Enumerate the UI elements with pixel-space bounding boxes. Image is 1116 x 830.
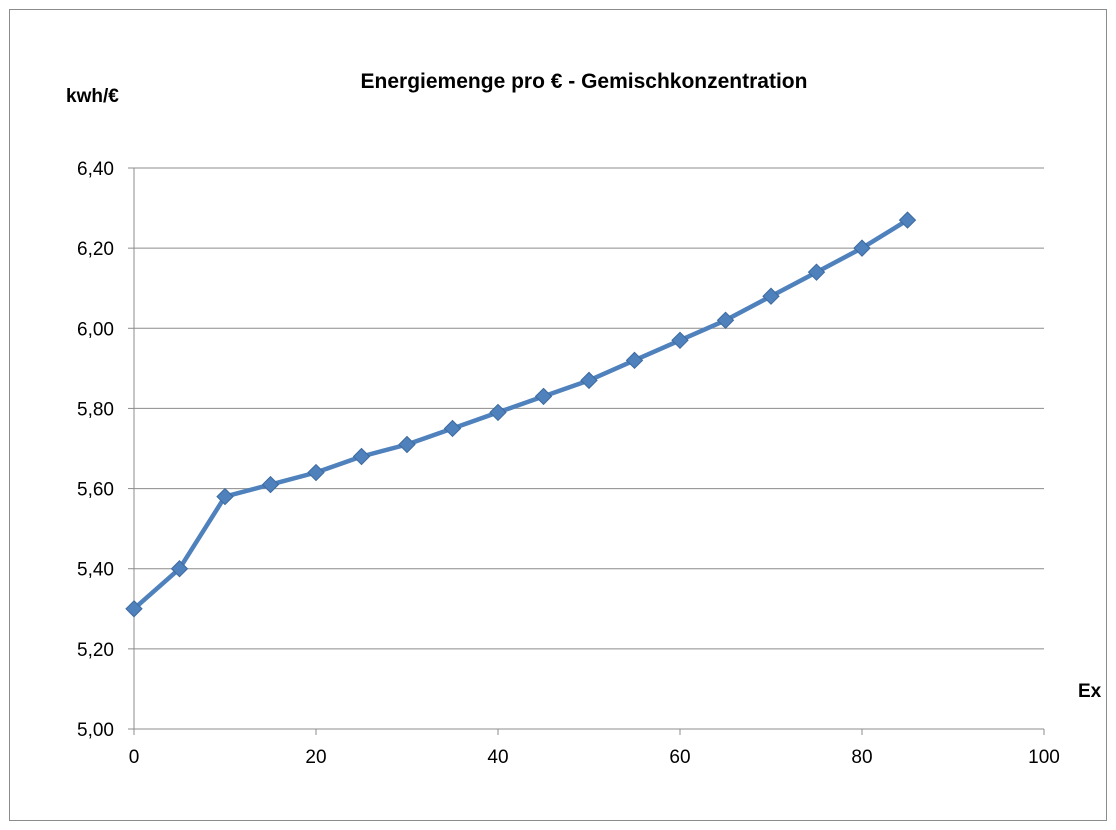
x-tick-label: 0	[129, 747, 140, 768]
data-point-marker	[534, 387, 553, 406]
chart-title: Energiemenge pro € - Gemischkonzentratio…	[361, 70, 808, 93]
tick-labels: 5,00 5,20 5,40 5,60 5,80 6,00 6,20 6,40 0 20 40 60 8…	[77, 159, 1060, 768]
data-point-marker	[216, 487, 234, 506]
data-point-marker	[716, 311, 735, 329]
data-point-marker	[671, 331, 689, 350]
x-tick-label: 20	[305, 747, 326, 768]
y-tick-label: 6,00	[77, 319, 114, 340]
data-point-marker	[807, 263, 826, 281]
axes	[128, 167, 1045, 735]
y-tick-label: 5,40	[77, 560, 114, 581]
x-tick-label: 60	[669, 747, 690, 768]
data-point-marker	[853, 239, 871, 257]
data-point-marker	[261, 475, 280, 494]
y-tick-label: 5,80	[77, 399, 114, 420]
data-point-marker	[170, 560, 189, 578]
data-point-marker	[625, 351, 644, 370]
data-point-marker	[580, 371, 598, 390]
data-point-marker	[443, 419, 462, 438]
data-point-marker	[398, 435, 416, 454]
y-tick-label: 5,20	[77, 640, 114, 661]
data-point-marker	[307, 463, 325, 482]
x-axis-label: Ex	[1078, 681, 1102, 702]
data-point-marker	[125, 600, 143, 618]
data-point-marker	[762, 287, 780, 305]
y-tick-label: 5,00	[77, 720, 114, 741]
x-tick-label: 100	[1028, 747, 1060, 768]
chart-frame	[9, 9, 1107, 821]
series-line	[131, 217, 910, 612]
data-point-marker	[898, 211, 917, 229]
gridlines	[134, 167, 1044, 650]
data-point-marker	[352, 447, 371, 466]
data-point-marker	[489, 403, 507, 422]
x-tick-label: 80	[851, 747, 872, 768]
series	[125, 211, 917, 618]
y-tick-label: 6,40	[77, 159, 114, 180]
y-tick-label: 6,20	[77, 239, 114, 260]
x-tick-label: 40	[487, 747, 508, 768]
y-tick-label: 5,60	[77, 480, 114, 501]
y-axis-label: kwh/€	[66, 86, 119, 107]
